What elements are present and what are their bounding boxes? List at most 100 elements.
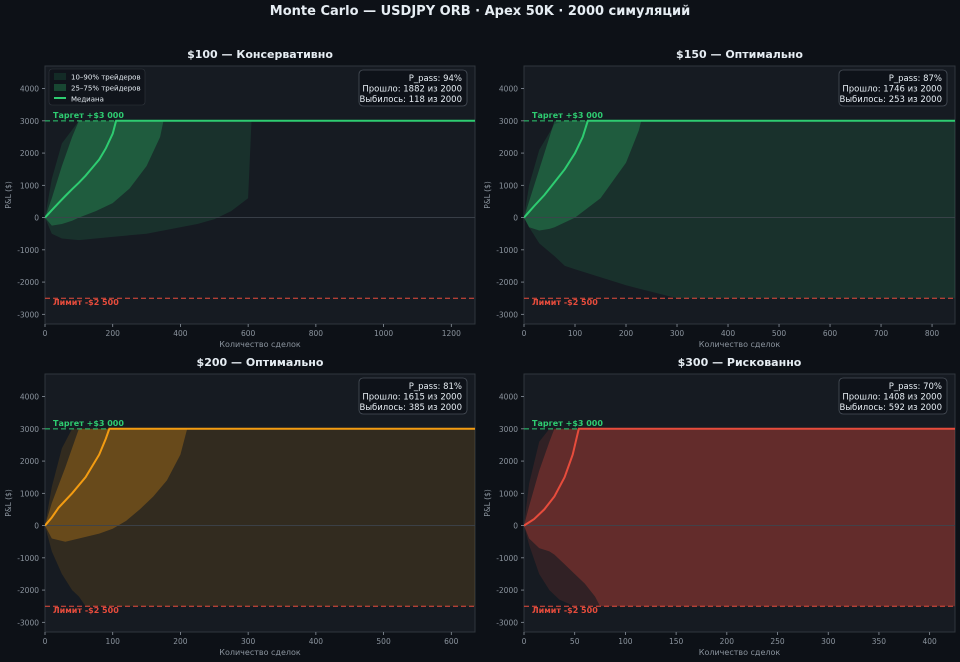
chart-title: $200 — Оптимально [197,356,324,369]
x-tick-label: 200 [720,637,735,646]
plot-layer [45,427,475,607]
median-line [45,427,475,527]
plot-area [523,373,956,633]
y-tick-label: 4000 [499,85,518,94]
y-tick-label: 1000 [20,489,39,498]
x-tick-label: 1000 [374,329,393,338]
plot-layer [45,119,475,299]
chart-title: $100 — Консервативно [187,48,333,61]
stats-box [838,69,948,107]
legend-entry: Медиана [71,96,104,104]
plot-area [523,65,956,325]
y-tick-label: -3000 [17,618,39,627]
target-label: Таргет +$3 000 [532,111,603,120]
stats-box [358,69,468,107]
band-10-90 [45,120,252,241]
chart-title: $150 — Оптимально [676,48,803,61]
limit-label: Лимит -$2 500 [53,298,119,307]
band-10-90 [524,120,955,299]
x-tick-label: 400 [721,329,736,338]
x-tick-label: 100 [618,637,633,646]
chart-panel-1: $100 — Консервативно Таргет +$3 000 Лимит … [4,48,476,349]
band-25-75 [45,120,164,226]
y-tick-label: -2000 [17,586,39,595]
stats-line: Выбилось: 592 из 2000 [840,403,943,413]
y-axis-label: P&L ($) [483,181,492,209]
stats-line: P_pass: 94% [409,74,462,84]
y-tick-label: -2000 [496,278,518,287]
y-tick-label: 2000 [499,457,518,466]
plot-area [44,373,476,633]
x-tick-label: 200 [619,329,634,338]
y-tick-label: 1000 [20,181,39,190]
y-tick-label: 2000 [499,149,518,158]
x-tick-label: 100 [106,637,121,646]
x-tick-label: 600 [241,329,256,338]
median-line [524,427,955,527]
stats-line: P_pass: 70% [889,382,942,392]
x-axis-label: Количество сделок [699,648,781,657]
x-tick-label: 800 [309,329,324,338]
x-tick-label: 150 [669,637,684,646]
target-label: Таргет +$3 000 [53,419,124,428]
y-tick-label: 4000 [20,393,39,402]
limit-label: Лимит -$2 500 [532,298,598,307]
x-tick-label: 800 [925,329,940,338]
x-tick-label: 400 [922,637,937,646]
stats-line: Прошло: 1746 из 2000 [842,85,942,95]
median-line [45,119,475,219]
x-tick-label: 100 [568,329,583,338]
x-tick-label: 0 [43,329,48,338]
x-tick-label: 400 [173,329,188,338]
band-25-75 [524,120,642,231]
y-tick-label: 0 [34,214,39,223]
y-tick-label: -2000 [17,278,39,287]
stats-box [838,377,948,415]
y-tick-label: -1000 [496,246,518,255]
band-25-75 [524,428,955,607]
y-tick-label: 4000 [20,85,39,94]
chart-title: $300 — Рискованно [678,356,802,369]
y-tick-label: 4000 [499,393,518,402]
legend-box [48,68,146,106]
legend-swatch-25-75 [54,84,66,91]
target-label: Таргет +$3 000 [53,111,124,120]
y-tick-label: -1000 [17,554,39,563]
median-line [524,119,955,219]
target-label: Таргет +$3 000 [532,419,603,428]
x-tick-label: 600 [444,637,459,646]
x-tick-label: 600 [823,329,838,338]
x-tick-label: 250 [770,637,785,646]
x-tick-label: 300 [670,329,685,338]
y-tick-label: 2000 [20,457,39,466]
stats-line: P_pass: 81% [409,382,462,392]
stats-line: Прошло: 1615 из 2000 [362,393,462,403]
y-axis-label: P&L ($) [4,181,13,209]
y-tick-label: -1000 [496,554,518,563]
y-tick-label: 1000 [499,489,518,498]
x-tick-label: 700 [874,329,889,338]
y-tick-label: 3000 [499,117,518,126]
plot-layer [524,119,955,299]
band-10-90 [524,428,955,607]
y-tick-label: -3000 [17,310,39,319]
y-tick-label: -1000 [17,246,39,255]
legend-entry: 25–75% трейдеров [71,85,141,93]
x-axis-label: Количество сделок [699,340,781,349]
chart-panel-2: $150 — Оптимально Таргет +$3 000 Лимит -$2… [483,48,956,349]
y-tick-label: -2000 [496,586,518,595]
y-axis-label: P&L ($) [483,489,492,517]
x-axis-label: Количество сделок [219,340,301,349]
band-25-75 [45,428,188,542]
x-tick-label: 350 [872,637,887,646]
x-tick-label: 0 [522,329,527,338]
y-tick-label: 3000 [499,425,518,434]
stats-line: P_pass: 87% [889,74,942,84]
chart-panel-3: $200 — Оптимально Таргет +$3 000 Лимит -$2… [4,356,476,657]
y-tick-label: 0 [34,522,39,531]
limit-label: Лимит -$2 500 [532,606,598,615]
y-tick-label: 0 [513,522,518,531]
x-tick-label: 500 [772,329,787,338]
stats-line: Выбилось: 385 из 2000 [360,403,463,413]
